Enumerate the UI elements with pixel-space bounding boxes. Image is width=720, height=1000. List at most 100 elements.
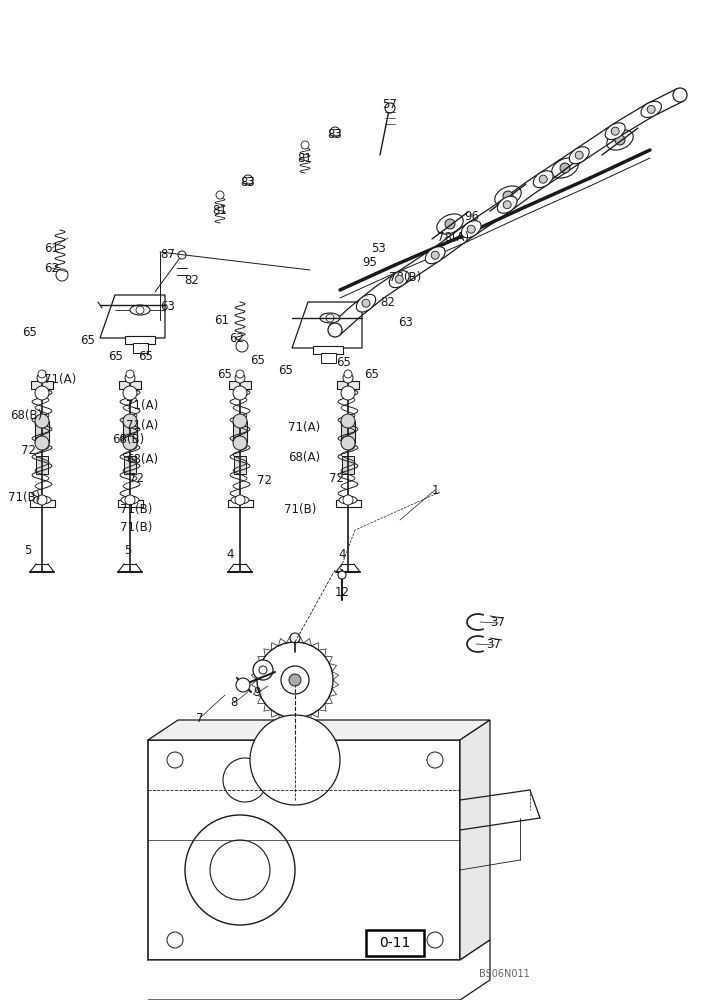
FancyBboxPatch shape (234, 456, 246, 474)
Text: 65: 65 (336, 356, 351, 368)
Ellipse shape (607, 130, 634, 150)
Text: 71(A): 71(A) (126, 398, 158, 412)
Text: 63: 63 (161, 300, 176, 312)
Circle shape (126, 370, 134, 378)
FancyBboxPatch shape (132, 343, 148, 353)
Circle shape (326, 314, 334, 322)
FancyBboxPatch shape (125, 336, 155, 344)
Circle shape (301, 141, 309, 149)
Text: 65: 65 (364, 367, 379, 380)
Circle shape (178, 251, 186, 259)
Ellipse shape (534, 171, 553, 188)
Ellipse shape (130, 305, 150, 315)
Text: 62: 62 (230, 332, 245, 344)
Ellipse shape (320, 313, 340, 323)
Circle shape (647, 105, 655, 113)
Circle shape (216, 191, 224, 199)
Circle shape (243, 175, 253, 185)
Circle shape (56, 269, 68, 281)
Text: 72: 72 (128, 472, 143, 485)
Polygon shape (148, 740, 460, 960)
Circle shape (223, 758, 267, 802)
Polygon shape (460, 720, 490, 960)
Circle shape (37, 495, 47, 505)
Text: 62: 62 (45, 261, 60, 274)
Circle shape (341, 386, 355, 400)
FancyBboxPatch shape (342, 456, 354, 474)
Text: 68(A): 68(A) (126, 454, 158, 466)
Text: 65: 65 (217, 367, 233, 380)
Circle shape (575, 151, 583, 159)
Circle shape (233, 386, 247, 400)
Circle shape (35, 386, 49, 400)
Text: 63: 63 (399, 316, 413, 328)
Ellipse shape (426, 247, 445, 264)
Text: 96: 96 (464, 211, 480, 224)
Circle shape (233, 414, 247, 428)
Ellipse shape (570, 147, 589, 164)
Circle shape (123, 436, 137, 450)
Text: 0-11: 0-11 (379, 936, 410, 950)
FancyBboxPatch shape (36, 456, 48, 474)
Text: 65: 65 (251, 354, 266, 366)
Circle shape (344, 370, 352, 378)
Text: 72: 72 (328, 472, 343, 485)
Text: 81: 81 (297, 151, 312, 164)
Circle shape (385, 103, 395, 113)
Circle shape (290, 633, 300, 643)
Circle shape (185, 815, 295, 925)
Text: 78(A): 78(A) (437, 232, 469, 244)
Circle shape (560, 163, 570, 173)
Circle shape (259, 666, 267, 674)
Circle shape (611, 127, 619, 135)
Text: 71(A): 71(A) (44, 373, 76, 386)
Circle shape (235, 373, 245, 383)
Ellipse shape (231, 496, 249, 504)
Text: 82: 82 (381, 296, 395, 308)
Text: 65: 65 (22, 326, 37, 338)
Text: 8: 8 (230, 696, 238, 710)
Circle shape (236, 340, 248, 352)
Circle shape (38, 370, 46, 378)
Circle shape (343, 373, 353, 383)
Text: 83: 83 (328, 128, 343, 141)
Ellipse shape (462, 221, 481, 238)
Text: 72: 72 (20, 444, 35, 456)
Circle shape (328, 323, 342, 337)
Text: 71(B): 71(B) (120, 504, 152, 516)
Text: 71(B): 71(B) (120, 522, 152, 534)
Text: 37: 37 (487, 639, 501, 652)
FancyBboxPatch shape (313, 346, 343, 354)
Text: 71(B): 71(B) (8, 491, 40, 504)
FancyBboxPatch shape (320, 353, 336, 363)
Circle shape (395, 275, 403, 283)
Polygon shape (100, 295, 165, 338)
Circle shape (123, 414, 137, 428)
Ellipse shape (606, 123, 625, 140)
Ellipse shape (552, 158, 578, 178)
Circle shape (210, 840, 270, 900)
Text: 81: 81 (212, 204, 228, 217)
Text: 12: 12 (335, 585, 349, 598)
FancyBboxPatch shape (119, 381, 141, 389)
Text: 87: 87 (161, 248, 176, 261)
Circle shape (341, 414, 355, 428)
Circle shape (427, 752, 443, 768)
FancyBboxPatch shape (366, 930, 424, 956)
Circle shape (136, 306, 144, 314)
Text: 61: 61 (215, 314, 230, 326)
Circle shape (281, 666, 309, 694)
FancyBboxPatch shape (228, 499, 253, 506)
Text: 95: 95 (363, 255, 377, 268)
Circle shape (235, 495, 245, 505)
FancyBboxPatch shape (341, 421, 355, 443)
Circle shape (253, 660, 273, 680)
Text: 65: 65 (81, 334, 96, 347)
Text: BS06N011: BS06N011 (479, 969, 529, 979)
Circle shape (123, 386, 137, 400)
FancyBboxPatch shape (123, 421, 137, 443)
Circle shape (37, 373, 47, 383)
Ellipse shape (498, 196, 517, 213)
Text: 65: 65 (279, 363, 294, 376)
Text: 82: 82 (184, 273, 199, 286)
